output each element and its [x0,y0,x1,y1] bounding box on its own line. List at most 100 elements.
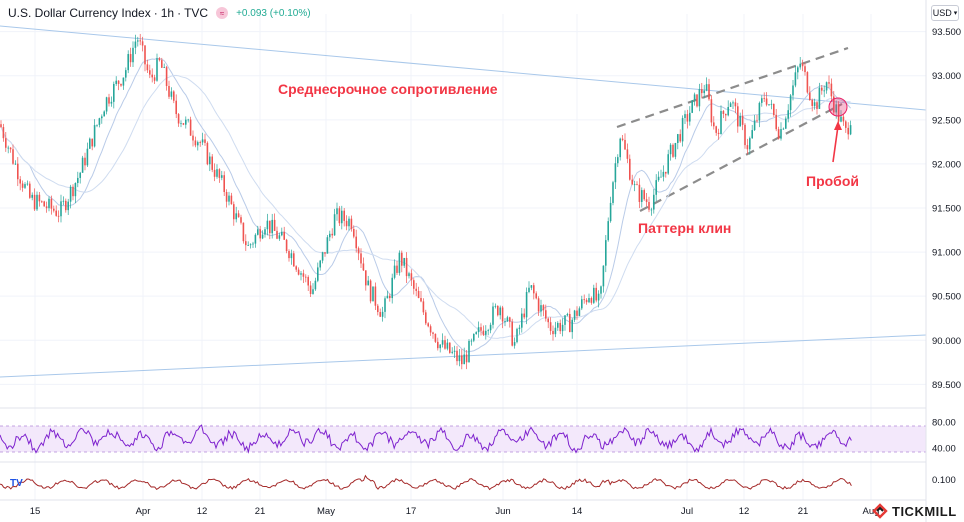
wedge-lower-line[interactable] [639,103,843,212]
time-tick-label: Jun [495,506,510,517]
candle-body [480,327,482,331]
candle-body [657,176,660,181]
candle-body [681,118,684,142]
candle-body [288,251,290,259]
candle-body [770,103,773,105]
candle-body [809,92,811,100]
currency-selector[interactable]: USD ▾ [931,5,959,21]
candle-body [542,305,545,311]
candle-body [811,99,813,106]
candle-body [261,234,264,239]
candle-body [379,312,381,317]
chart-annotations: Среднесрочное сопротивление Паттерн клин… [278,81,859,236]
candle-body [518,327,521,329]
candle-body [686,114,689,122]
candle-body [252,243,254,245]
candle-body [48,198,50,209]
candle-body [374,286,377,306]
resistance-trendline[interactable] [0,25,927,111]
candle-body [7,147,9,149]
candle-body [120,83,122,86]
candle-body [50,198,53,209]
candle-body [427,323,429,327]
candle-body [302,273,305,277]
candle-body [715,126,717,133]
candle-body [823,90,825,92]
rsi-tick-label: 40.00 [932,444,956,455]
candle-body [182,123,185,125]
time-tick-label: 21 [798,506,809,517]
candle-body [571,319,573,333]
candle-body [444,340,446,349]
candle-body [225,192,228,202]
candle-body [96,124,98,126]
candle-body [173,91,175,101]
support-trendline[interactable] [0,334,927,378]
candle-body [429,326,432,333]
candle-body [372,286,374,302]
candle-body [185,119,187,125]
candle-body [845,121,847,128]
candle-body [528,287,530,293]
candle-body [501,307,504,322]
candle-body [461,355,463,365]
candle-body [729,103,732,107]
breakout-arrow-head [834,121,842,130]
breakout-circle[interactable] [828,97,848,117]
candle-body [525,292,528,318]
candle-body [393,265,396,278]
candle-body [775,114,777,130]
candle-body [422,301,425,313]
tradingview-logo-icon[interactable]: TV [10,478,23,489]
candle-body [384,298,386,312]
source-label: TVC [184,6,209,20]
candle-body [449,342,451,353]
candle-body [425,312,427,324]
candle-body [629,158,631,180]
candle-body [487,330,489,332]
candle-body [362,263,365,271]
candle-body [153,77,156,81]
candle-body [458,355,461,362]
candle-body [98,118,101,125]
wedge-upper-line[interactable] [616,46,849,129]
time-axis[interactable]: 15 Apr 12 21 May 17 Jun 14 Jul 12 21 Aug [30,506,880,517]
candle-body [242,222,245,242]
candle-body [9,147,12,150]
wedge-annotation: Паттерн клин [638,220,731,236]
candle-body [269,220,271,234]
candle-body [588,298,590,303]
candle-body [168,85,170,97]
candle-body [177,114,180,124]
breakout-marker [828,97,848,163]
candle-body [708,84,710,100]
candle-body [223,175,225,193]
wave-icon[interactable]: ≈ [216,7,229,19]
candle-body [110,101,113,104]
candle-body [837,104,840,122]
candle-body [233,204,235,220]
candle-body [768,104,770,106]
candle-body [830,83,833,97]
candle-body [36,194,38,210]
candle-body [533,285,535,294]
candle-body [641,190,643,202]
candle-body [593,287,595,303]
candle-body [477,327,480,333]
symbol-name[interactable]: U.S. Dollar Currency Index [8,6,151,20]
candle-body [804,66,806,73]
price-tick-label: 92.000 [932,159,961,170]
interval-label[interactable]: 1h [160,6,175,20]
candle-body [341,210,343,224]
candle-body [247,245,249,246]
price-axis[interactable]: 93.500 93.000 92.500 92.000 91.500 91.000 90.5… [932,27,961,391]
candle-body [578,308,581,316]
candle-body [245,241,247,246]
candle-body [607,221,609,241]
candle-body [569,314,571,333]
candle-body [206,142,209,165]
oscillator-line [0,474,852,491]
candle-body [158,58,161,61]
candle-body [489,324,492,331]
